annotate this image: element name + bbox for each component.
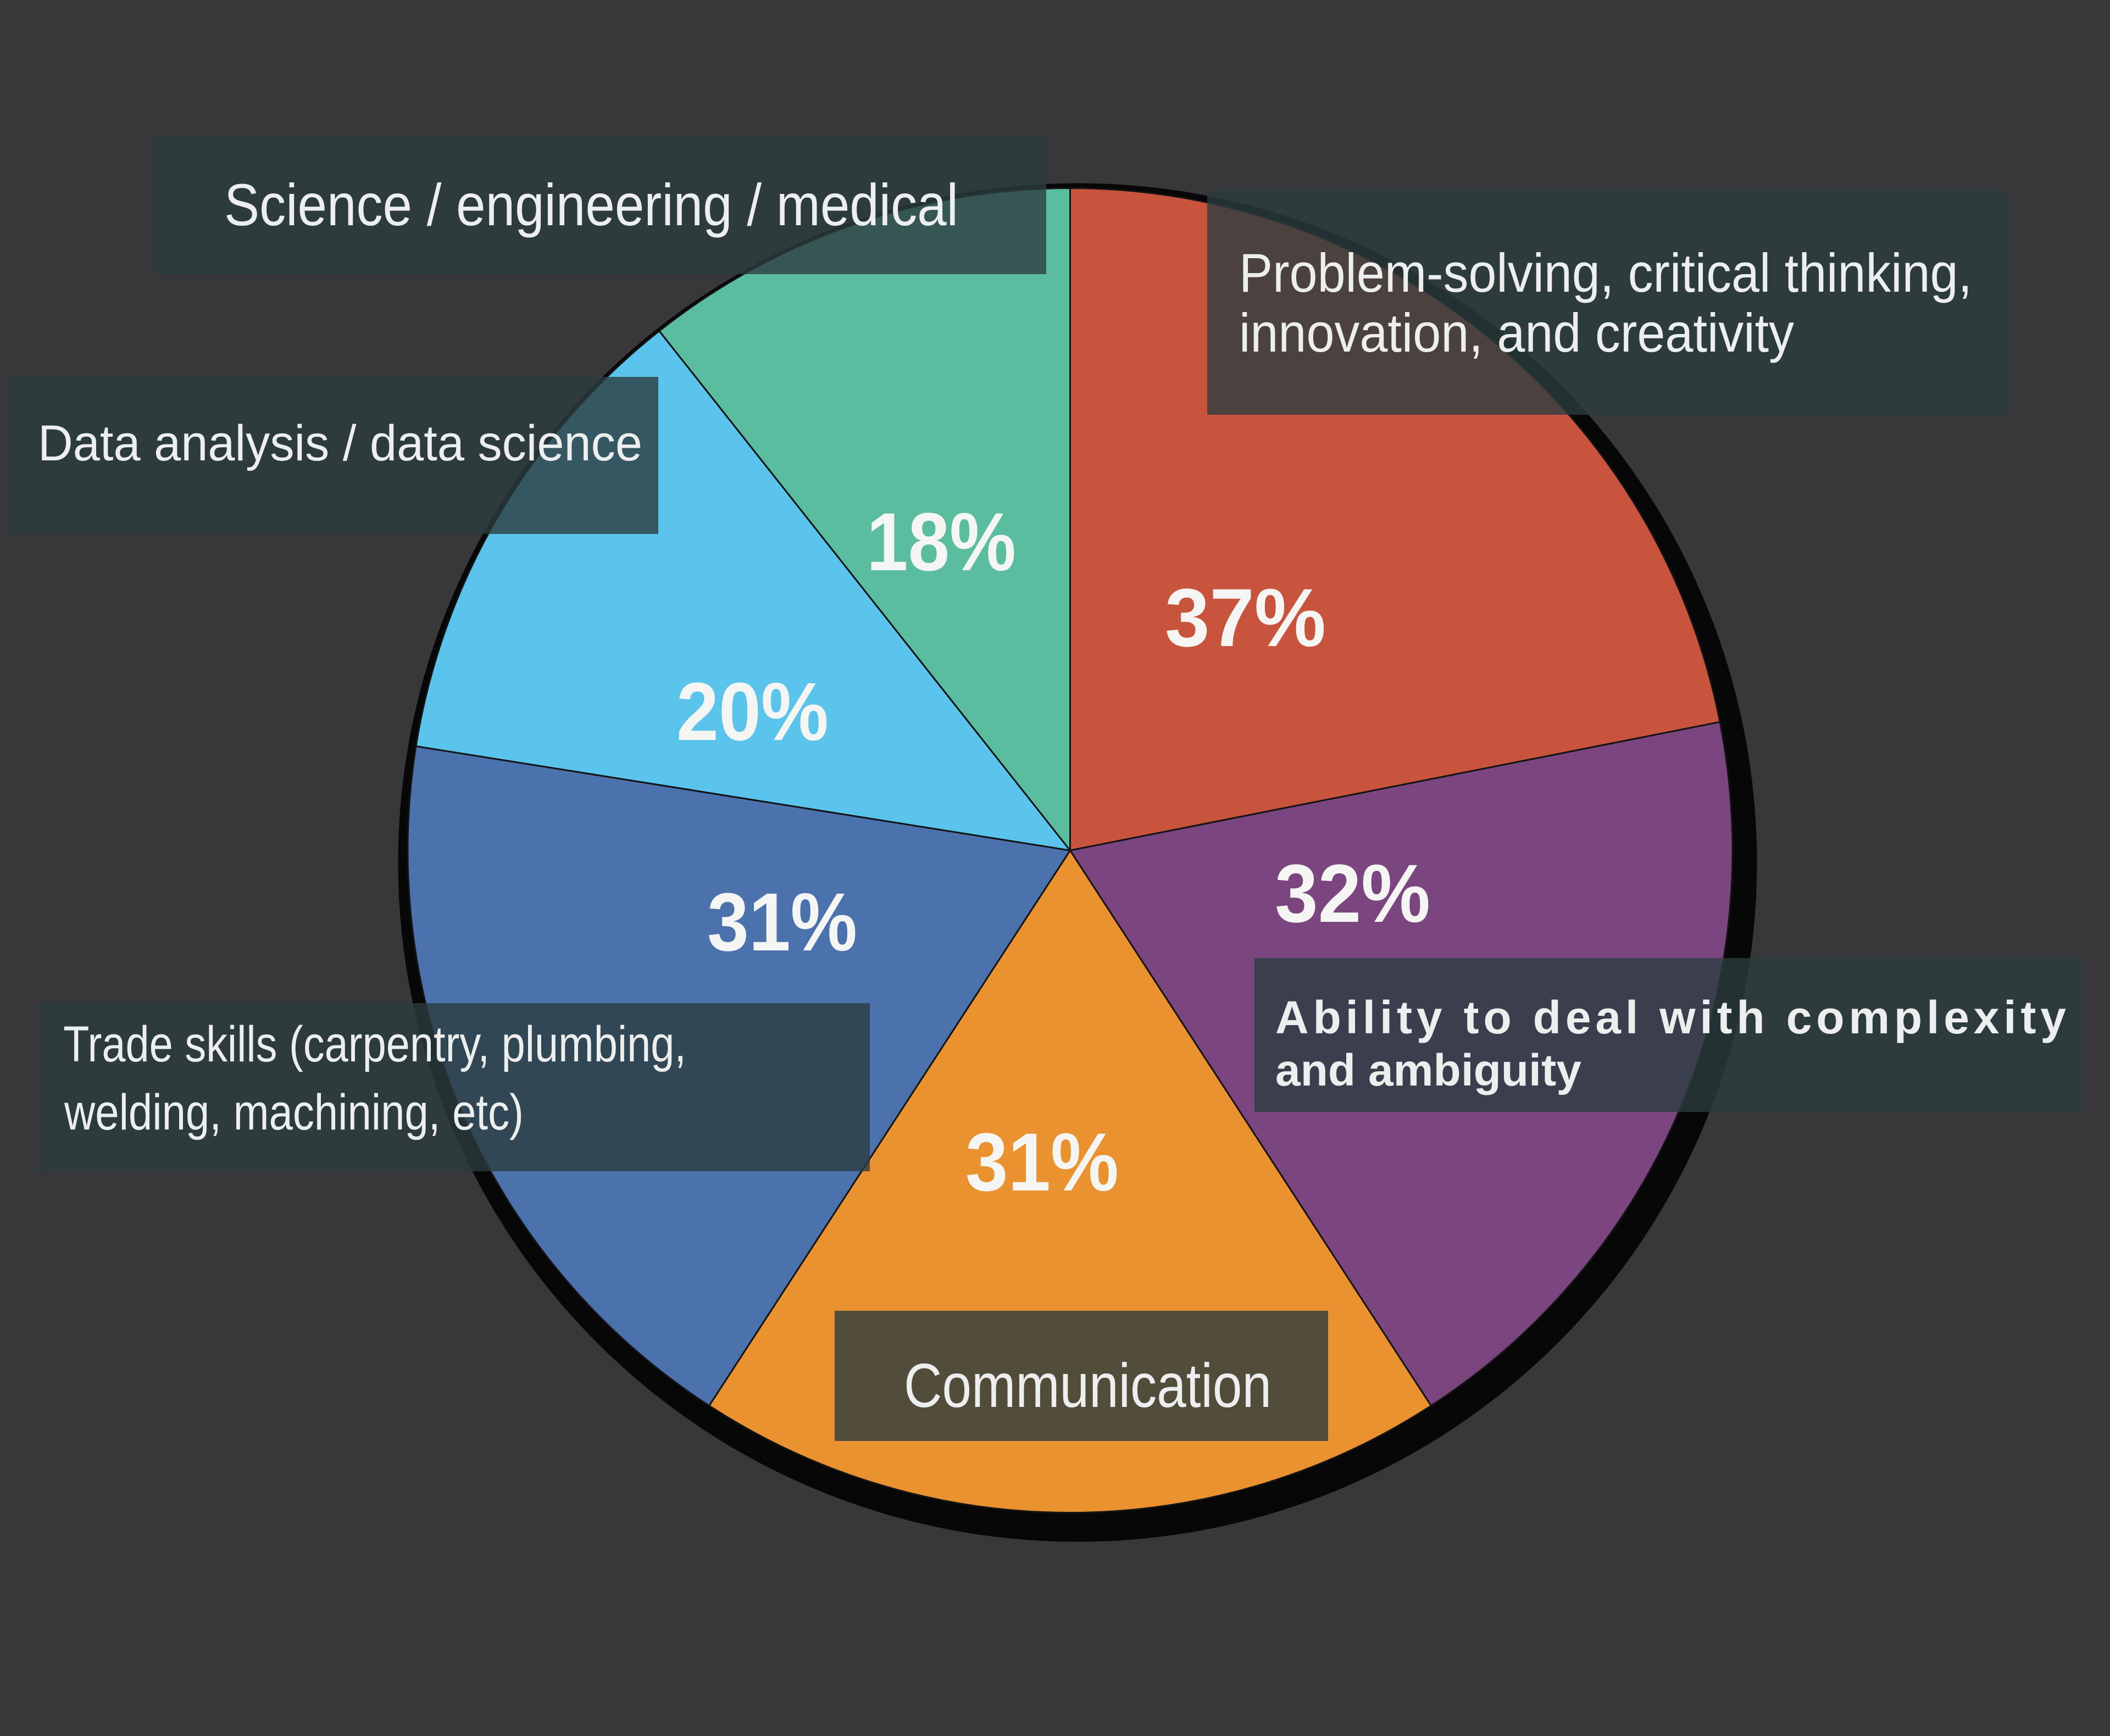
svg-text:and ambiguity: and ambiguity <box>1275 1045 1581 1095</box>
svg-text:innovation, and creativity: innovation, and creativity <box>1239 302 1794 363</box>
svg-text:Science / engineering / medica: Science / engineering / medical <box>224 171 958 238</box>
svg-text:welding, machining, etc): welding, machining, etc) <box>64 1084 524 1140</box>
svg-text:32%: 32% <box>1275 847 1430 939</box>
svg-text:31%: 31% <box>965 1116 1119 1208</box>
svg-text:Ability to deal with complexit: Ability to deal with complexity <box>1275 992 2066 1043</box>
svg-text:Problem-solving, critical thin: Problem-solving, critical thinking, <box>1239 242 1972 303</box>
svg-text:31%: 31% <box>707 876 857 968</box>
svg-text:Data analysis / data science: Data analysis / data science <box>38 415 642 471</box>
svg-text:Communication: Communication <box>904 1351 1271 1420</box>
svg-text:Trade skills (carpentry, plumb: Trade skills (carpentry, plumbing, <box>63 1016 686 1072</box>
svg-text:37%: 37% <box>1165 571 1326 664</box>
svg-text:20%: 20% <box>676 665 829 758</box>
svg-text:18%: 18% <box>867 496 1016 588</box>
